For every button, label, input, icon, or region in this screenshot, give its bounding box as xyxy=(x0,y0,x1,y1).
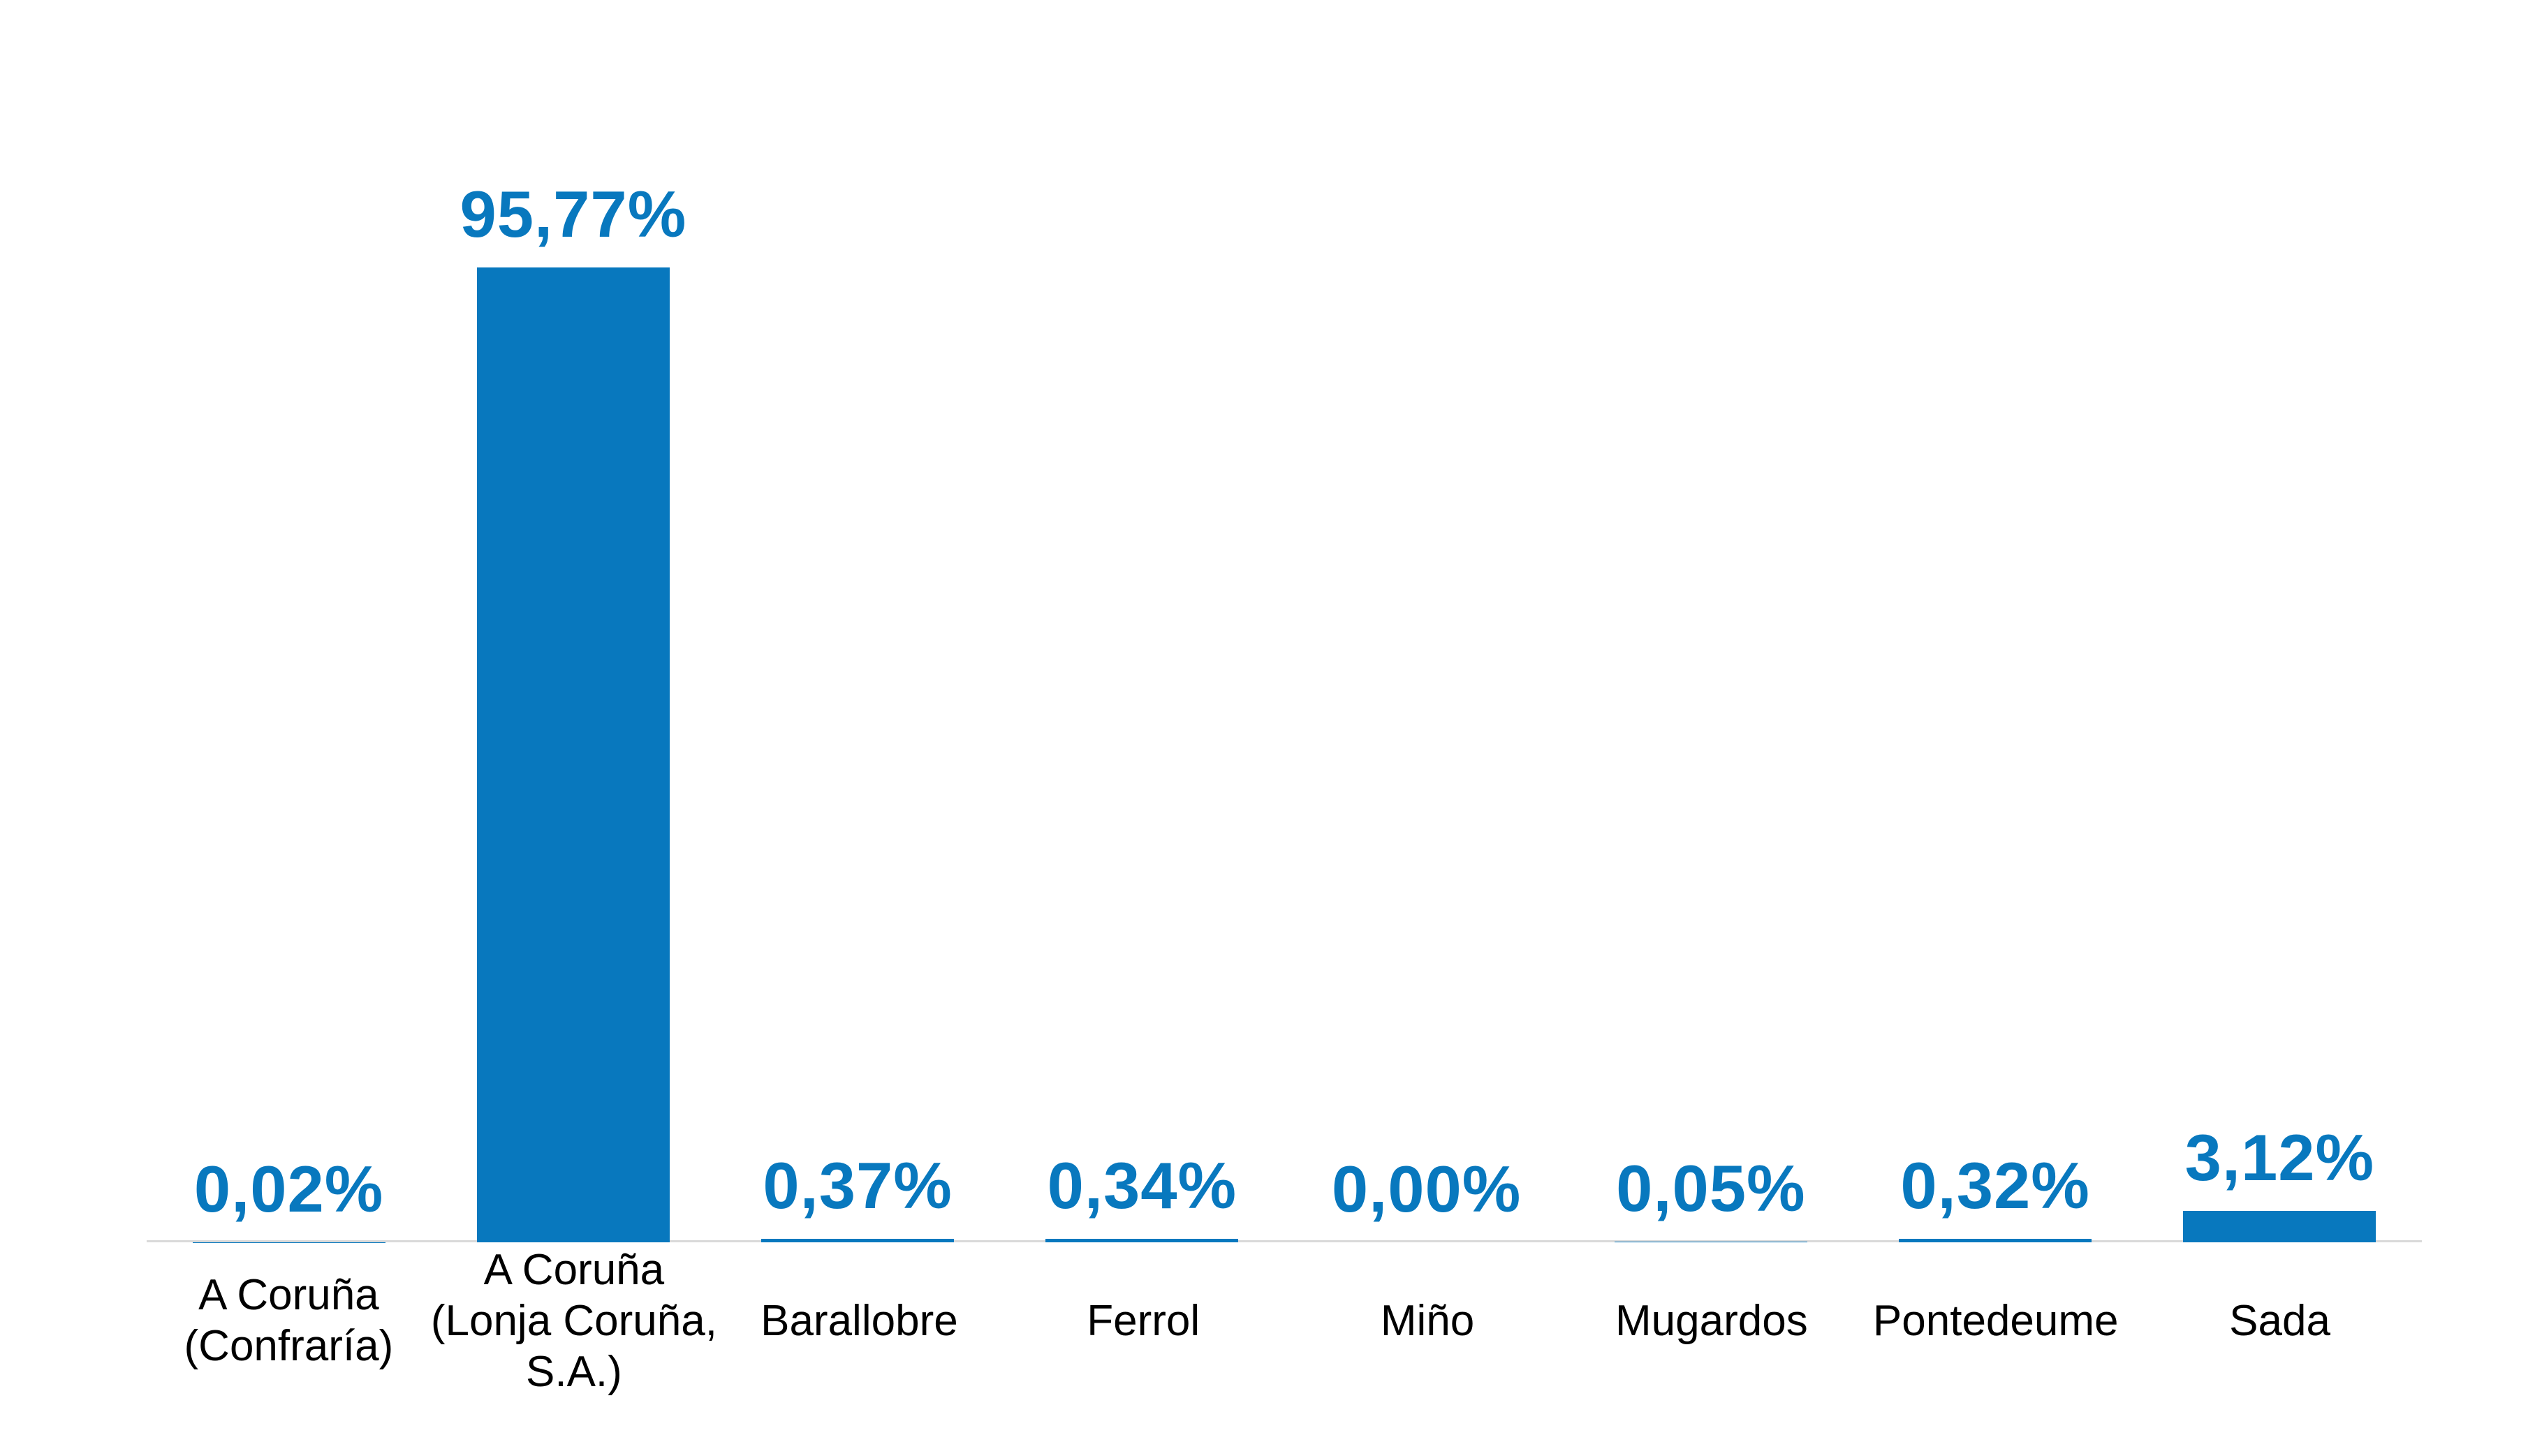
data-label: 3,12% xyxy=(2184,1120,2375,1194)
category-label-line: (Lonja Coruña, xyxy=(430,1296,717,1345)
data-label: 0,00% xyxy=(1331,1152,1522,1226)
bar xyxy=(761,1238,955,1242)
category-label-line: Sada xyxy=(2229,1296,2330,1345)
category-label-line: A Coruña xyxy=(198,1271,379,1319)
category-axis-labels: A Coruña (Confraría) A Coruña (Lonja Coruña… xyxy=(147,1240,2422,1401)
bar-column: 95,77% xyxy=(431,140,715,1242)
category-label-line: A Coruña xyxy=(483,1245,665,1294)
category-label: Miño xyxy=(1286,1240,1570,1401)
category-label-line: Barallobre xyxy=(760,1296,958,1345)
category-label: Ferrol xyxy=(1001,1240,1286,1401)
category-label-line: Ferrol xyxy=(1087,1296,1200,1345)
data-label: 0,05% xyxy=(1616,1152,1806,1226)
category-label-line: Miño xyxy=(1380,1296,1475,1345)
category-label: A Coruña (Confraría) xyxy=(147,1240,431,1401)
category-label-line: S.A.) xyxy=(526,1347,622,1396)
data-label: 0,32% xyxy=(1900,1149,2090,1223)
category-label-line: (Confraría) xyxy=(184,1322,394,1370)
x-axis-line xyxy=(147,1240,2422,1242)
bar-columns: 0,02% 95,77% 0,37% 0,34% 0,00% 0,05% 0,32% 3,12… xyxy=(147,140,2422,1242)
category-label: Mugardos xyxy=(1569,1240,1853,1401)
bar xyxy=(2183,1210,2376,1242)
plot-area: 0,02% 95,77% 0,37% 0,34% 0,00% 0,05% 0,32% 3,12… xyxy=(147,140,2422,1242)
bar-column: 0,34% xyxy=(1000,140,1284,1242)
bar-column: 0,32% xyxy=(1853,140,2138,1242)
bar xyxy=(1899,1239,2092,1242)
data-label: 95,77% xyxy=(460,177,687,251)
category-label: A Coruña (Lonja Coruña, S.A.) xyxy=(431,1240,717,1401)
bar-column: 3,12% xyxy=(2138,140,2422,1242)
data-label: 0,02% xyxy=(193,1152,384,1226)
category-label-line: Pontedeume xyxy=(1872,1296,2119,1345)
bar-column: 0,37% xyxy=(716,140,1000,1242)
category-label: Sada xyxy=(2138,1240,2422,1401)
bar xyxy=(476,267,670,1242)
bar xyxy=(1045,1239,1239,1242)
bar-column: 0,02% xyxy=(147,140,431,1242)
data-label: 0,37% xyxy=(763,1148,953,1222)
bar-column: 0,00% xyxy=(1284,140,1568,1240)
category-label: Pontedeume xyxy=(1853,1240,2138,1401)
data-label: 0,34% xyxy=(1047,1149,1237,1223)
category-label-line: Mugardos xyxy=(1615,1296,1808,1345)
bar-column: 0,05% xyxy=(1568,140,1853,1242)
category-label: Barallobre xyxy=(717,1240,1001,1401)
